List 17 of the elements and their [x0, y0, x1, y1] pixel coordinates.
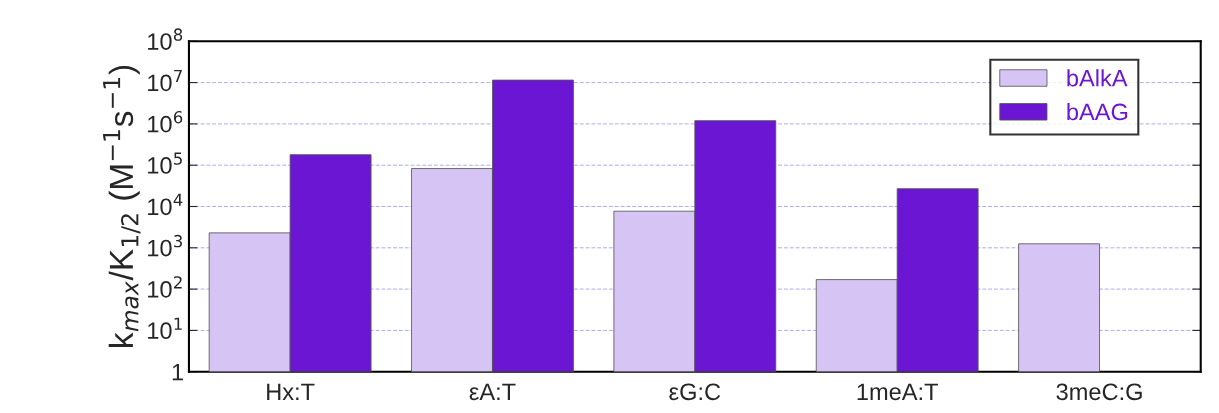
x-tick-label: εA:T: [469, 383, 516, 401]
x-tick-label: εG:C: [669, 383, 721, 401]
y-tick-label: 10$^{7}$: [148, 69, 182, 92]
x-tick-label: 3meC:G: [1056, 383, 1142, 401]
y-tick-label: 10$^{6}$: [148, 110, 183, 133]
x-tick-label: 1meA:T: [857, 383, 938, 401]
y-tick-label: 10$^{3}$: [148, 234, 182, 257]
y-tick-label: 10$^{8}$: [148, 28, 183, 50]
x-tick-label: Hx:T: [267, 383, 315, 400]
legend-label: bAAG: [1067, 102, 1128, 121]
y-tick-label: 10$^{5}$: [148, 152, 182, 174]
y-tick-label: 10$^{4}$: [148, 193, 183, 216]
y-tick-label: 10$^{1}$: [148, 317, 182, 340]
legend-label: bAlkA: [1067, 69, 1128, 87]
text: k$_{max}$/K$_{1/2}$ (M$^{−1}$s$^{−1}$): [103, 65, 141, 347]
y-tick-label: 1: [172, 364, 183, 381]
y-tick-label: 10$^{2}$: [148, 276, 182, 298]
